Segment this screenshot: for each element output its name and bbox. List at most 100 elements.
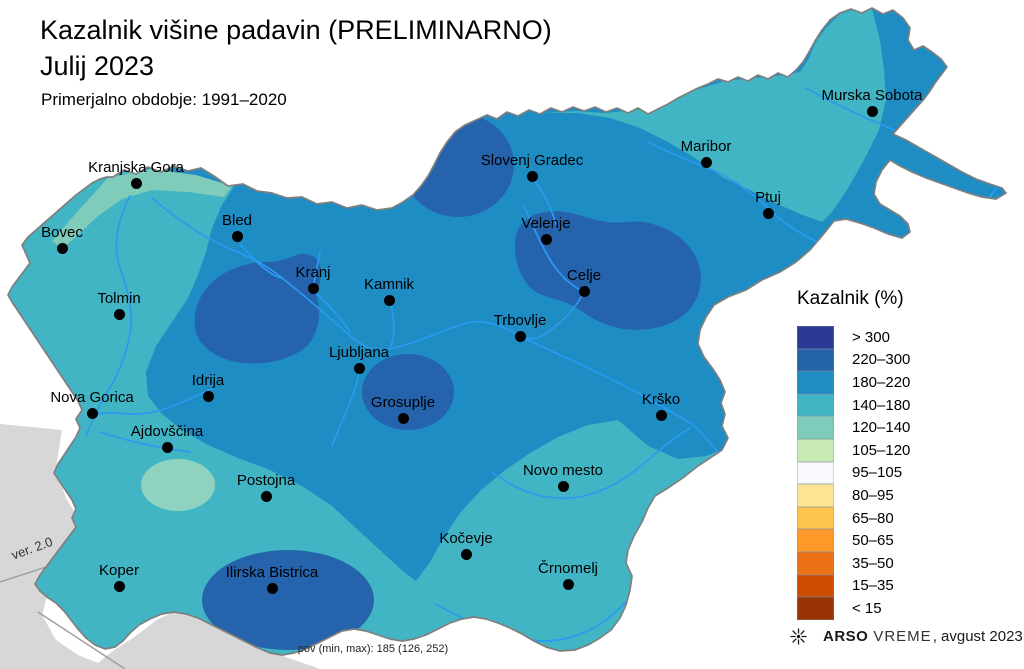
legend-label: 180–220	[852, 373, 911, 391]
river-sava	[151, 197, 719, 453]
city-label: Ilirska Bistrica	[225, 564, 319, 581]
city-label: Idrija	[191, 372, 225, 389]
region-velenje-celje-220-300	[515, 211, 701, 330]
city-label: Koper	[98, 562, 140, 579]
legend-item: 220–300	[797, 348, 1017, 372]
legend-swatch	[797, 438, 834, 462]
river-meza	[533, 179, 557, 225]
city-dot	[266, 582, 278, 594]
river-soca	[85, 195, 133, 437]
legend: Kazalnik (%) > 300 220–300 180–220 140–180 1…	[797, 288, 1017, 620]
city-label: Črnomelj	[537, 560, 599, 577]
legend-swatch	[797, 371, 834, 394]
river-idrijca	[95, 387, 215, 415]
legend-swatch	[797, 461, 834, 485]
city-dot	[202, 390, 214, 402]
city-label: Tolmin	[97, 290, 141, 307]
river-sava-bohinjka	[239, 243, 283, 279]
legend-label: < 15	[852, 599, 882, 617]
legend-label: 35–50	[852, 554, 894, 572]
legend-swatch	[797, 529, 834, 552]
city-label: Celje	[566, 267, 602, 284]
title-line2: Julij 2023	[40, 51, 155, 81]
city-label: Bovec	[41, 224, 83, 241]
legend-label: 65–80	[852, 509, 894, 527]
legend-swatch	[797, 326, 834, 349]
legend-label: 95–105	[852, 464, 903, 482]
city-dot	[762, 207, 774, 219]
city-dot	[514, 330, 526, 342]
legend-item: 15–35	[797, 574, 1017, 598]
map-statistics: pov (min, max): 185 (126, 252)	[297, 643, 449, 655]
city-label: Postojna	[236, 472, 296, 489]
legend-label: 220–300	[852, 351, 911, 369]
region-west-south-140-180	[8, 150, 760, 655]
city-label: Kamnik	[363, 276, 415, 293]
legend-swatch	[797, 506, 834, 530]
legend-swatch	[797, 416, 834, 439]
city-label: Murska Sobota	[821, 87, 923, 104]
credit-vreme: VREME	[873, 628, 932, 645]
city-label: Ajdovščina	[130, 423, 204, 440]
city-label: Trbovlje	[493, 312, 547, 329]
legend-swatch	[797, 348, 834, 372]
region-grosuplje-220-300	[362, 354, 454, 430]
legend-item: 105–120	[797, 438, 1017, 462]
city-dot	[86, 407, 98, 419]
city-dot	[383, 294, 395, 306]
city-dot	[526, 170, 538, 182]
city-dot	[562, 578, 574, 590]
city-dot	[397, 412, 409, 424]
legend-label: 50–65	[852, 532, 894, 550]
river-vipava	[99, 431, 191, 453]
city-label: Slovenj Gradec	[480, 152, 584, 169]
city-dot	[260, 490, 272, 502]
city-dot	[130, 177, 142, 189]
legend-label: 120–140	[852, 419, 911, 437]
legend-swatch	[797, 393, 834, 417]
city-dot	[557, 480, 569, 492]
title-line1: Kazalnik višine padavin (PRELIMINARNO)	[40, 15, 552, 45]
city-label: Novo mesto	[522, 462, 604, 479]
legend-item: 140–180	[797, 393, 1017, 417]
city-dot	[231, 230, 243, 242]
city-label: Kranjska Gora	[88, 159, 184, 176]
reference-period: Primerjalno obdobje: 1991–2020	[41, 90, 287, 109]
city-label: Bled	[221, 212, 253, 229]
city-dot	[866, 105, 878, 117]
legend-title: Kazalnik (%)	[797, 288, 904, 309]
legend-swatch	[797, 597, 834, 620]
legend-items: > 300 220–300 180–220 140–180 120–140 105–120…	[797, 326, 1017, 620]
legend-swatch	[797, 551, 834, 575]
city-dot	[113, 308, 125, 320]
city-label: Maribor	[680, 138, 732, 155]
legend-item: 50–65	[797, 529, 1017, 552]
city-dot	[56, 242, 68, 254]
region-northeast-140-180	[545, 9, 886, 222]
legend-item: 80–95	[797, 484, 1017, 507]
credit-date: , avgust 2023	[932, 628, 1023, 645]
legend-item: 120–140	[797, 416, 1017, 439]
river-krka	[491, 427, 691, 500]
city-label: Grosuplje	[370, 394, 436, 411]
city-dot	[161, 441, 173, 453]
city-dot	[578, 285, 590, 297]
region-ilirska-220-300	[202, 550, 374, 650]
legend-swatch	[797, 484, 834, 507]
neighbor-border-line	[37, 611, 126, 669]
city-label: Ptuj	[755, 189, 781, 206]
region-nw-120-140	[52, 169, 232, 249]
legend-swatch	[797, 574, 834, 598]
legend-label: 80–95	[852, 486, 894, 504]
city-dot	[700, 156, 712, 168]
city-label: Kranj	[295, 264, 331, 281]
region-kranj-220-300	[194, 253, 321, 364]
city-label: Krško	[641, 391, 681, 408]
credit-arso: ARSO	[823, 628, 869, 645]
legend-label: 105–120	[852, 441, 911, 459]
city-label: Kočevje	[439, 530, 493, 547]
legend-label: 140–180	[852, 396, 911, 414]
legend-item: 180–220	[797, 371, 1017, 394]
